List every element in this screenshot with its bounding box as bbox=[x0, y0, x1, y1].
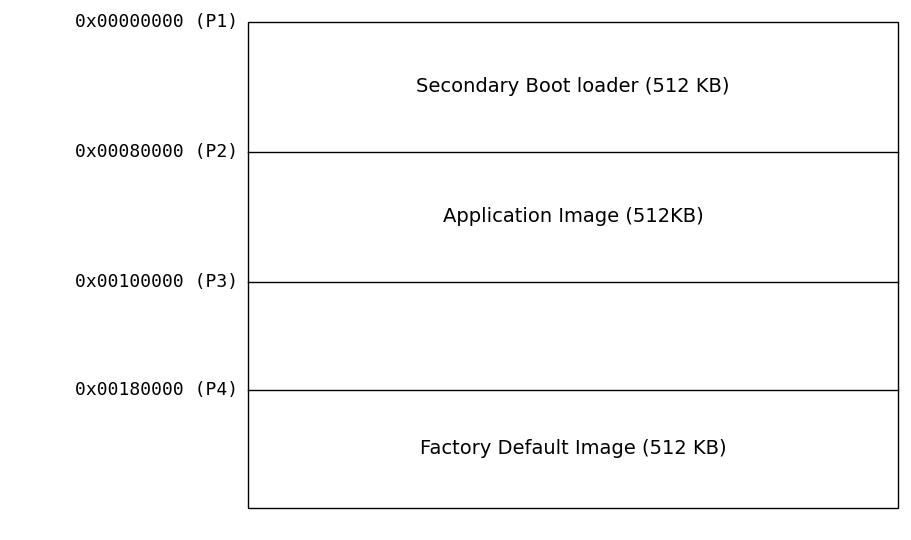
Text: Application Image (512KB): Application Image (512KB) bbox=[442, 207, 702, 226]
Text: 0x00000000 (P1): 0x00000000 (P1) bbox=[75, 13, 238, 31]
Text: 0x00100000 (P3): 0x00100000 (P3) bbox=[75, 273, 238, 291]
Text: Secondary Boot loader (512 KB): Secondary Boot loader (512 KB) bbox=[415, 78, 729, 97]
Text: Factory Default Image (512 KB): Factory Default Image (512 KB) bbox=[419, 440, 725, 458]
Text: 0x00080000 (P2): 0x00080000 (P2) bbox=[75, 143, 238, 161]
Bar bbox=[248, 22, 897, 508]
Text: 0x00180000 (P4): 0x00180000 (P4) bbox=[75, 381, 238, 399]
